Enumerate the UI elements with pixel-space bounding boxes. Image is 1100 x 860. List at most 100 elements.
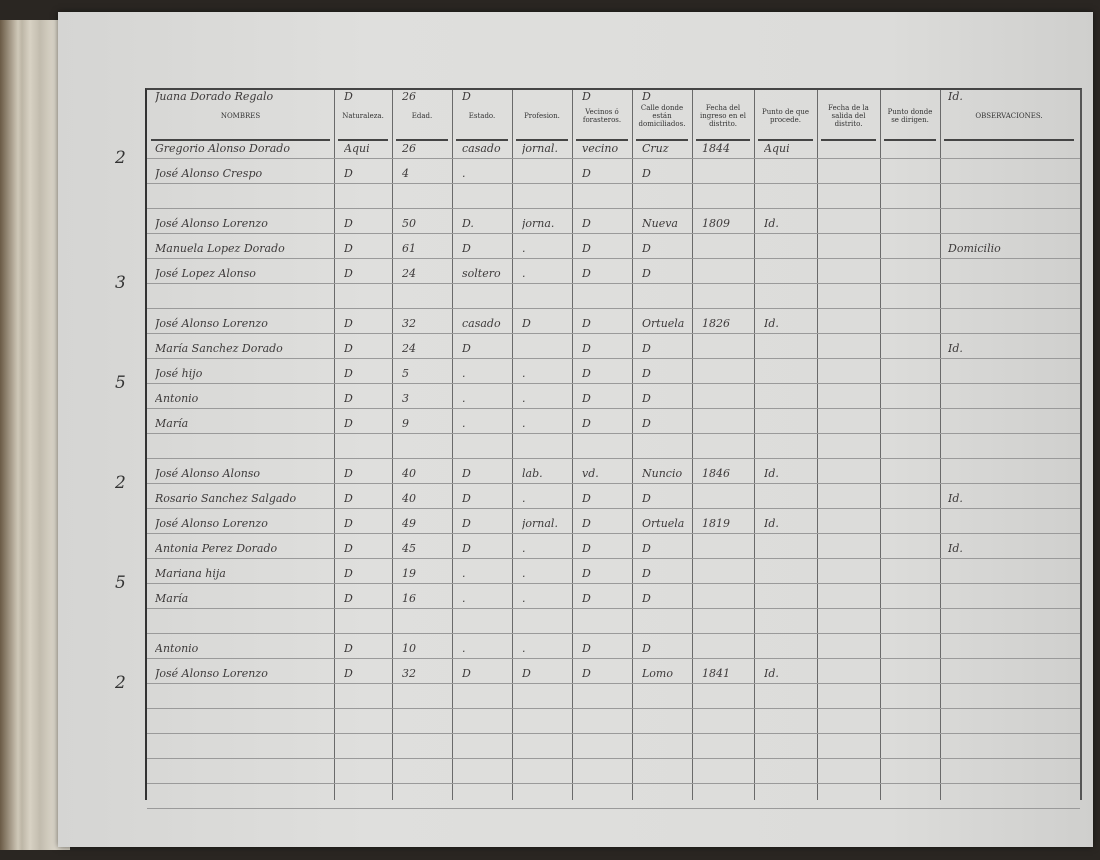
cell-punto-procede: Aqui	[764, 142, 790, 155]
cell-profesion: jornal.	[522, 517, 558, 530]
column-divider	[392, 90, 393, 800]
cell-naturaleza: Aqui	[344, 142, 370, 155]
cell-observaciones: Domicilio	[948, 242, 1001, 255]
cell-estado: D	[462, 542, 471, 555]
cell-punto-procede: Id.	[764, 667, 779, 680]
header-underline	[944, 139, 1074, 141]
ruled-line	[147, 783, 1080, 784]
register-page: NOMBRES Naturaleza. Edad. Estado. Profesion.…	[58, 12, 1093, 847]
ruled-line	[147, 633, 1080, 634]
cell-estado: D	[462, 242, 471, 255]
cell-calle: D	[642, 567, 651, 580]
cell-edad: 61	[402, 242, 416, 255]
cell-estado: D	[462, 342, 471, 355]
ruled-line	[147, 558, 1080, 559]
cell-naturaleza: D	[344, 467, 353, 480]
column-divider	[452, 90, 453, 800]
cell-estado: casado	[462, 317, 501, 330]
cell-edad: 10	[402, 642, 416, 655]
cell-profesion: jornal.	[522, 142, 558, 155]
cell-estado: .	[462, 392, 466, 405]
cell-vecinos: D	[582, 317, 591, 330]
ruled-line	[147, 158, 1080, 159]
ruled-line	[147, 333, 1080, 334]
cell-nombres: José Alonso Lorenzo	[155, 317, 268, 330]
ruled-line	[147, 308, 1080, 309]
header-edad: Edad.	[411, 112, 433, 120]
ruled-line	[147, 583, 1080, 584]
cell-profesion: .	[522, 417, 526, 430]
cell-edad: 32	[402, 317, 416, 330]
cell-edad: 45	[402, 542, 416, 555]
cell-nombres: María Sanchez Dorado	[155, 342, 283, 355]
cell-observaciones: Id.	[948, 542, 963, 555]
cell-naturaleza: D	[344, 90, 353, 103]
cell-calle: D	[642, 492, 651, 505]
column-divider	[572, 90, 573, 800]
cell-nombres: Antonio	[155, 392, 199, 405]
cell-vecinos: D	[582, 367, 591, 380]
cell-edad: 26	[402, 142, 416, 155]
header-vecinos: Vecinos ó forasteros.	[582, 108, 622, 124]
cell-naturaleza: D	[344, 392, 353, 405]
cell-nombres: Antonio	[155, 642, 199, 655]
cell-calle: D	[642, 417, 651, 430]
cell-nombres: José Lopez Alonso	[155, 267, 256, 280]
header-punto-dirigen: Punto donde se dirigen.	[887, 108, 933, 124]
cell-vecinos: D	[582, 492, 591, 505]
cell-vecinos: vd.	[582, 467, 599, 480]
cell-estado: .	[462, 367, 466, 380]
header-estado: Estado.	[468, 112, 496, 120]
cell-nombres: José Alonso Lorenzo	[155, 667, 268, 680]
cell-edad: 50	[402, 217, 416, 230]
cell-estado: .	[462, 592, 466, 605]
ruled-line	[147, 233, 1080, 234]
cell-naturaleza: D	[344, 217, 353, 230]
cell-estado: .	[462, 642, 466, 655]
cell-observaciones: Id.	[948, 342, 963, 355]
header-observaciones: OBSERVACIONES.	[975, 112, 1043, 120]
cell-edad: 24	[402, 267, 416, 280]
cell-naturaleza: D	[344, 492, 353, 505]
cell-nombres: José Alonso Lorenzo	[155, 217, 268, 230]
cell-nombres: Mariana hija	[155, 567, 226, 580]
cell-punto-procede: Id.	[764, 517, 779, 530]
cell-naturaleza: D	[344, 167, 353, 180]
cell-vecinos: D	[582, 342, 591, 355]
header-underline	[151, 139, 330, 141]
cell-fecha-ingreso: 1844	[702, 142, 730, 155]
ruled-line	[147, 658, 1080, 659]
cell-edad: 32	[402, 667, 416, 680]
ruled-line	[147, 483, 1080, 484]
cell-calle: Nueva	[642, 217, 678, 230]
cell-profesion: .	[522, 642, 526, 655]
cell-vecinos: D	[582, 642, 591, 655]
column-divider	[817, 90, 818, 800]
cell-estado: D	[462, 517, 471, 530]
cell-edad: 9	[402, 417, 409, 430]
ruled-line	[147, 808, 1080, 809]
cell-profesion: lab.	[522, 467, 543, 480]
header-underline	[758, 139, 813, 141]
cell-calle: Lomo	[642, 667, 673, 680]
cell-observaciones: Id.	[948, 492, 963, 505]
ruled-line	[147, 433, 1080, 434]
cell-profesion: .	[522, 592, 526, 605]
ruled-line	[147, 208, 1080, 209]
header-nombres: NOMBRES	[220, 112, 261, 120]
cell-profesion: .	[522, 242, 526, 255]
cell-edad: 49	[402, 517, 416, 530]
header-underline	[396, 139, 448, 141]
cell-naturaleza: D	[344, 592, 353, 605]
cell-fecha-ingreso: 1826	[702, 317, 730, 330]
cell-edad: 24	[402, 342, 416, 355]
cell-estado: D	[462, 492, 471, 505]
cell-nombres: María	[155, 417, 189, 430]
cell-naturaleza: D	[344, 417, 353, 430]
header-underline	[456, 139, 508, 141]
column-divider	[754, 90, 755, 800]
cell-profesion: D	[522, 317, 531, 330]
cell-calle: D	[642, 392, 651, 405]
cell-calle: D	[642, 242, 651, 255]
ruled-line	[147, 708, 1080, 709]
